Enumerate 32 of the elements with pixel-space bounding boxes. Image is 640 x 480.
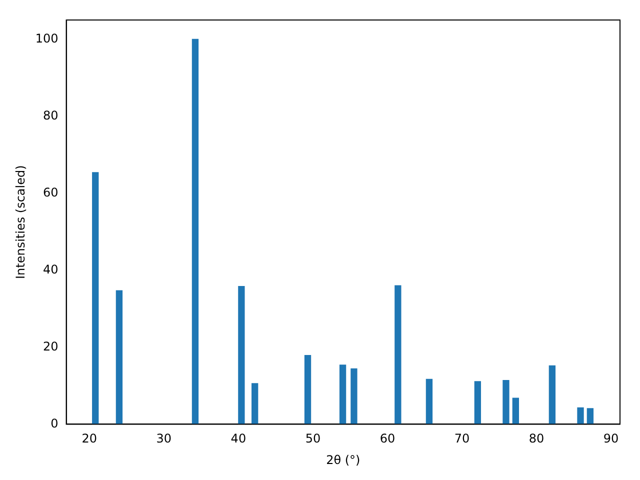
y-axis-title: Intensities (scaled)	[13, 165, 28, 280]
x-tick-label: 20	[82, 432, 98, 446]
y-tick-label: 60	[43, 185, 58, 200]
y-tick-label: 40	[43, 262, 58, 276]
bar	[577, 407, 584, 424]
x-tick-label: 90	[603, 432, 619, 446]
x-tick-label: 60	[380, 432, 396, 446]
bar	[512, 398, 519, 424]
x-tick-label: 40	[230, 432, 246, 446]
bar	[92, 172, 99, 424]
x-tick-label: 50	[305, 432, 321, 446]
bar	[548, 365, 556, 424]
bar	[394, 285, 402, 424]
bar	[474, 381, 481, 424]
bar	[586, 408, 594, 424]
x-tick-label: 30	[156, 432, 172, 446]
y-tick-label: 20	[43, 339, 58, 354]
bar	[116, 290, 123, 424]
bar	[304, 354, 312, 424]
bar	[252, 383, 258, 424]
bar	[192, 38, 199, 424]
y-tick-label: 80	[43, 108, 58, 122]
bar	[339, 364, 346, 424]
bar	[502, 380, 510, 424]
y-tick-label: 0	[50, 416, 58, 430]
y-tick-label: 100	[35, 31, 58, 46]
bar	[350, 368, 358, 424]
x-axis-title: 2θ (°)	[326, 452, 360, 467]
x-tick-label: 70	[454, 432, 470, 446]
bar	[238, 286, 245, 424]
x-tick-label: 80	[528, 432, 544, 446]
bar	[426, 378, 433, 424]
